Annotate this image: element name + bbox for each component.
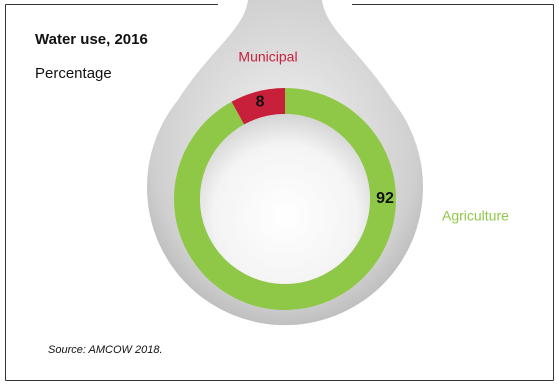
frame (5, 4, 554, 381)
donut (174, 88, 396, 310)
pie-segment (231, 88, 285, 125)
category-label: Agriculture (442, 208, 509, 224)
donut-hole (200, 114, 370, 284)
chart-title: Water use, 2016 (35, 31, 148, 48)
data-label: 8 (256, 93, 265, 110)
source-note: Source: AMCOW 2018. (48, 344, 163, 356)
data-label: 92 (376, 190, 394, 207)
category-label: Municipal (238, 49, 297, 65)
chart-subtitle: Percentage (35, 65, 112, 82)
